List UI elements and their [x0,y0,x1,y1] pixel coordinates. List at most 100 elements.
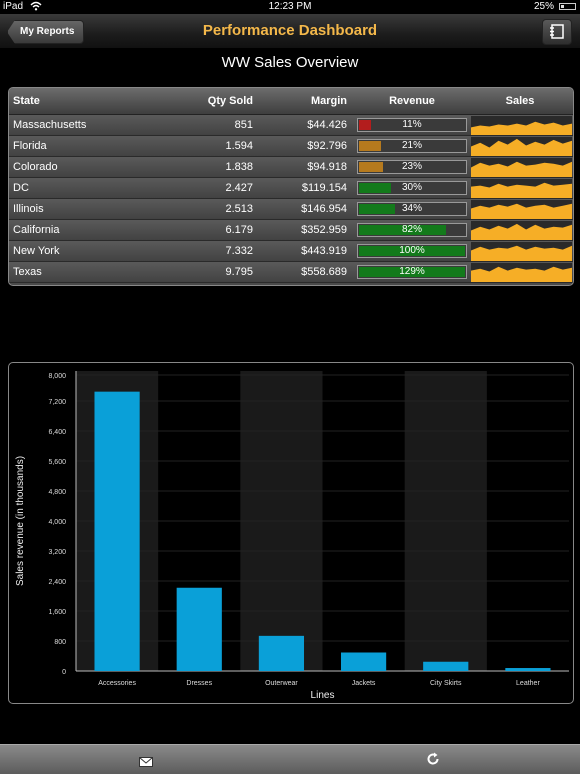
refresh-icon[interactable] [426,752,440,771]
sales-sparkline [471,263,572,282]
cell-qty: 9.795 [225,266,253,278]
cell-margin: $558.689 [301,266,347,278]
revenue-bar-fill [359,141,382,151]
revenue-bar: 30% [357,181,467,195]
sales-sparkline [471,200,572,219]
table-row[interactable]: Colorado 1.838 $94.918 23% [9,157,573,178]
revenue-bar-fill [359,267,465,277]
revenue-bar-fill [359,120,371,130]
bar-chart: 0 800 1,600 2,400 3,200 4,000 4,800 5,600 6,400 7… [15,371,569,701]
revenue-bar-fill [359,225,446,235]
cell-qty: 2.513 [225,203,253,215]
cell-state: Illinois [13,203,44,215]
sparkline-shape [471,221,572,231]
wifi-icon [30,1,42,16]
bar-leather [505,668,551,671]
cell-state: Colorado [13,161,58,173]
battery-icon [559,3,576,10]
sparkline-shape [471,116,572,128]
revenue-bar: 11% [357,118,467,132]
table-row[interactable]: California 6.179 $352.959 82% [9,220,573,241]
sparkline-shape [471,242,572,251]
table-row[interactable]: Illinois 2.513 $146.954 34% [9,199,573,220]
table-row[interactable]: Massachusetts 851 $44.426 11% [9,115,573,136]
cell-margin: $92.796 [307,140,347,152]
sparkline-shape [471,200,572,209]
bar-jackets [340,652,387,671]
y-tick-label: 1,600 [48,609,66,616]
cell-state: DC [13,182,29,194]
cell-state: Massachusetts [13,119,87,131]
y-tick-label: 7,200 [48,399,66,406]
carrier-label: iPad [3,1,24,12]
cell-margin: $119.154 [301,182,347,194]
revenue-label: 82% [401,224,422,235]
bar-city-skirts [423,661,469,671]
header-revenue[interactable]: Revenue [389,95,435,107]
revenue-label: 129% [399,266,425,277]
table-row[interactable]: Texas 9.795 $558.689 129% [9,262,573,283]
x-tick-label: Accessories [98,680,136,687]
x-tick-label: Jackets [352,680,376,687]
bottom-toolbar [0,744,580,774]
revenue-bar: 23% [357,160,467,174]
cell-margin: $443.919 [301,245,347,257]
sales-sparkline [471,137,572,156]
revenue-bar: 21% [357,139,467,153]
cell-margin: $94.918 [307,161,347,173]
cell-qty: 2.427 [225,182,253,194]
header-sales[interactable]: Sales [505,95,535,107]
cell-margin: $44.426 [307,119,347,131]
y-tick-label: 8,000 [48,373,66,380]
section-title: WW Sales Overview [221,54,359,71]
cell-state: California [13,224,60,236]
header-margin[interactable]: Margin [310,95,347,107]
y-axis-label: Sales revenue (in thousands) [15,456,26,586]
cell-qty: 1.594 [225,140,253,152]
cell-qty: 1.838 [225,161,253,173]
y-tick-label: 4,800 [48,489,66,496]
sales-table: State Qty Sold Margin Revenue Sales Mass… [8,87,574,286]
cell-qty: 7.332 [225,245,253,257]
x-axis-label: Lines [311,690,335,701]
mail-icon[interactable] [139,754,153,772]
table-row[interactable]: DC 2.427 $119.154 30% [9,178,573,199]
revenue-bar: 34% [357,202,467,216]
revenue-label: 30% [401,182,422,193]
y-tick-label: 4,000 [48,519,66,526]
sales-sparkline [471,242,572,261]
header-qty[interactable]: Qty Sold [207,95,253,107]
sparkline-shape [471,158,572,168]
sales-sparkline [471,116,572,135]
cell-margin: $146.954 [301,203,347,215]
cell-qty: 851 [234,119,253,131]
revenue-bar-fill [359,183,391,193]
table-row[interactable]: New York 7.332 $443.919 100% [9,241,573,262]
bar-outerwear [258,635,305,671]
chart-panel: 0 800 1,600 2,400 3,200 4,000 4,800 5,600 6,400 7… [8,362,574,704]
battery-percent: 25% [533,1,554,12]
revenue-label: 23% [401,161,422,172]
status-bar: iPad 12:23 PM 25% [0,0,580,14]
revenue-label: 34% [401,203,422,214]
cell-margin: $352.959 [301,224,347,236]
menu-button[interactable] [542,19,572,45]
y-tick-label: 800 [54,639,66,646]
x-tick-label: Dresses [186,680,212,687]
table-row[interactable]: Florida 1.594 $92.796 21% [9,136,573,157]
cell-qty: 6.179 [225,224,253,236]
back-button[interactable]: My Reports [7,20,85,44]
sparkline-shape [471,179,572,188]
y-tick-label: 2,400 [48,579,66,586]
revenue-bar-fill [359,204,396,214]
sparkline-shape [471,137,572,148]
sales-sparkline [471,179,572,198]
y-tick-label: 3,200 [48,549,66,556]
notebook-icon [550,24,564,39]
sparkline-shape [471,263,572,272]
sales-sparkline [471,158,572,177]
x-tick-label: Outerwear [265,680,298,687]
table-header: State Qty Sold Margin Revenue Sales [9,88,573,115]
revenue-bar: 100% [357,244,467,258]
header-state[interactable]: State [13,95,40,107]
